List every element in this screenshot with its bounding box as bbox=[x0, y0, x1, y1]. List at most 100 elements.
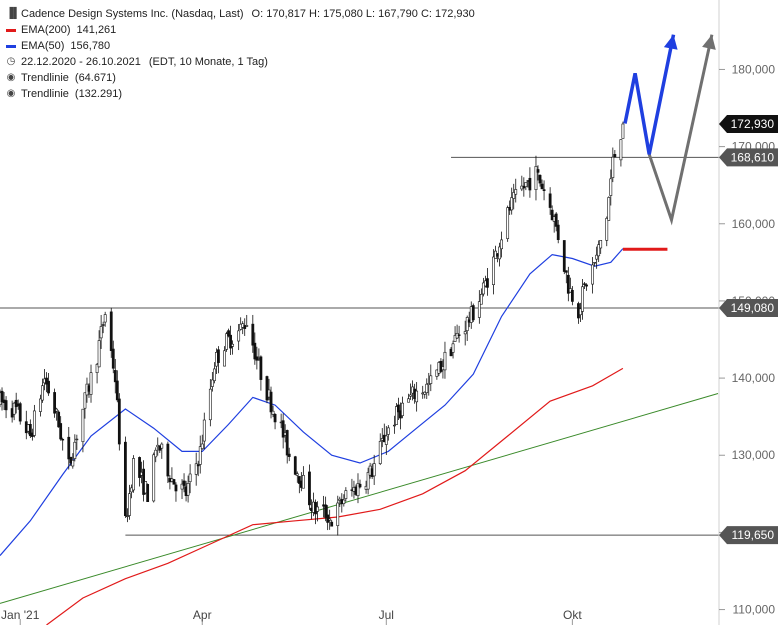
candle-body bbox=[28, 424, 32, 437]
trend1-value: (64.671) bbox=[74, 72, 116, 84]
candle-body bbox=[12, 402, 16, 415]
candle-body bbox=[109, 311, 113, 351]
candle-body bbox=[619, 139, 623, 161]
candle-body bbox=[512, 192, 516, 199]
candle-body bbox=[53, 392, 57, 414]
candle-body bbox=[564, 270, 568, 273]
candle-body bbox=[591, 264, 595, 285]
candle-body bbox=[386, 427, 390, 435]
candle-body bbox=[451, 343, 455, 353]
level-price-tag-box bbox=[719, 299, 778, 318]
target-icon: ◉ bbox=[6, 88, 16, 99]
candle-body bbox=[259, 356, 263, 380]
candle-body bbox=[471, 305, 475, 321]
candle-body bbox=[217, 349, 220, 363]
candle-body bbox=[59, 423, 63, 440]
candle-body bbox=[506, 207, 510, 239]
candle-body bbox=[550, 209, 554, 221]
candle-body bbox=[457, 334, 461, 336]
candle-body bbox=[554, 213, 558, 227]
candle-body bbox=[55, 408, 59, 412]
candle-body bbox=[4, 400, 8, 411]
projection-primary-arrow-head bbox=[663, 34, 678, 50]
candle-body bbox=[344, 490, 348, 499]
ema200-label: EMA(200) bbox=[21, 24, 71, 36]
candle-body bbox=[425, 383, 429, 393]
candle-body bbox=[524, 182, 528, 187]
candle-body bbox=[265, 376, 269, 401]
candle-body bbox=[245, 325, 249, 327]
candle-body bbox=[117, 398, 121, 445]
candle-body bbox=[607, 197, 611, 221]
candle-body bbox=[599, 240, 603, 249]
trend2-label: Trendlinie bbox=[21, 88, 69, 100]
candle-body bbox=[397, 404, 400, 413]
level-price-tag-box bbox=[719, 526, 778, 545]
candle-body bbox=[128, 493, 131, 516]
candle-body bbox=[562, 240, 566, 272]
candle-body bbox=[409, 394, 412, 397]
candle-body bbox=[465, 317, 469, 331]
y-tick-label: 180,000 bbox=[732, 62, 776, 76]
candle-body bbox=[188, 473, 192, 483]
target-icon: ◉ bbox=[6, 72, 16, 83]
candle-body bbox=[566, 274, 570, 294]
candle-body bbox=[415, 390, 419, 403]
candle-body bbox=[324, 504, 328, 518]
candle-body bbox=[579, 308, 582, 316]
candle-body bbox=[595, 254, 599, 260]
y-tick-label: 140,000 bbox=[732, 371, 776, 385]
candle-body bbox=[510, 197, 514, 211]
y-tick-label: 130,000 bbox=[732, 448, 776, 462]
candle-body bbox=[477, 301, 481, 318]
candle-body bbox=[392, 424, 396, 427]
projection-alternative-arrow-head bbox=[702, 34, 716, 50]
candle-body bbox=[95, 364, 99, 373]
candle-body bbox=[14, 399, 18, 408]
candle-body bbox=[514, 189, 518, 195]
candle-body bbox=[463, 331, 467, 335]
candle-body bbox=[253, 342, 257, 360]
candle-body bbox=[336, 502, 340, 526]
candle-body bbox=[180, 483, 184, 490]
candle-body bbox=[225, 333, 228, 350]
candle-body bbox=[57, 411, 61, 428]
candle-body bbox=[486, 278, 489, 288]
level-price-tag-label: 149,080 bbox=[731, 301, 775, 315]
candle-body bbox=[429, 375, 433, 384]
candle-body bbox=[498, 246, 501, 260]
ohlc-values: O: 170,817 H: 175,080 L: 167,790 C: 172,… bbox=[251, 8, 475, 20]
legend-title-row: ▐▌ Cadence Design Systems Inc. (Nasdaq, … bbox=[6, 6, 475, 22]
period-range: 22.12.2020 - 26.10.2021 bbox=[21, 56, 141, 68]
candle-body bbox=[81, 408, 85, 443]
x-tick-label: Apr bbox=[193, 608, 212, 622]
candle-body bbox=[358, 483, 362, 488]
candle-body bbox=[285, 430, 289, 456]
candle-body bbox=[229, 334, 232, 349]
candle-body bbox=[132, 458, 135, 491]
ema50-label: EMA(50) bbox=[21, 40, 65, 52]
candle-body bbox=[297, 476, 301, 484]
candle-body bbox=[194, 463, 198, 475]
candle-body bbox=[492, 256, 495, 285]
candle-body bbox=[251, 323, 255, 346]
projection-alternative-arrow bbox=[647, 34, 714, 226]
candle-body bbox=[356, 483, 360, 497]
candle-body bbox=[316, 506, 319, 512]
candle-body bbox=[186, 483, 190, 496]
candle-body bbox=[522, 185, 526, 189]
candle-body bbox=[271, 410, 275, 415]
candle-body bbox=[395, 406, 398, 425]
candle-body bbox=[401, 402, 404, 416]
candle-body bbox=[384, 435, 388, 445]
candle-body bbox=[126, 515, 129, 518]
candle-body bbox=[200, 443, 204, 449]
candle-body bbox=[101, 324, 105, 326]
candle-body bbox=[0, 390, 4, 403]
level-price-tag-box bbox=[719, 148, 778, 167]
legend-trend2-row: ◉ Trendlinie (132.291) bbox=[6, 86, 475, 102]
candle-body bbox=[182, 480, 186, 486]
candle-body bbox=[609, 178, 613, 196]
candle-body bbox=[273, 414, 277, 423]
candle-body bbox=[366, 472, 370, 490]
